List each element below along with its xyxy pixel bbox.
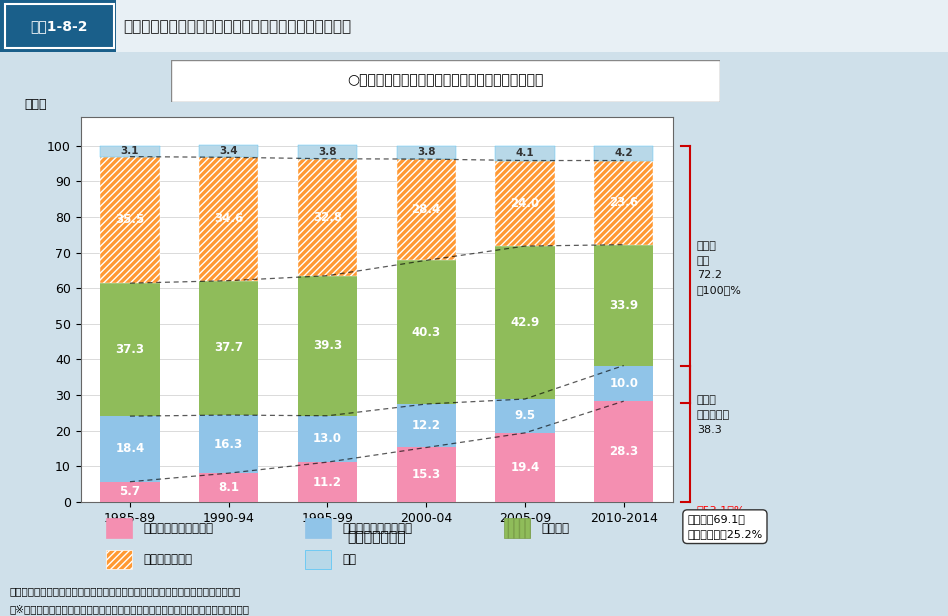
Text: 正規の職69.1％
パート・派遣25.2%: 正規の職69.1％ パート・派遣25.2% xyxy=(687,514,762,539)
Bar xyxy=(199,281,258,415)
Bar xyxy=(100,145,159,156)
Bar xyxy=(396,447,456,502)
Bar xyxy=(594,401,653,502)
Bar xyxy=(199,145,258,157)
Text: （53.1）%: （53.1）% xyxy=(697,505,745,515)
Text: 不詳: 不詳 xyxy=(342,553,356,566)
Text: 3.4: 3.4 xyxy=(219,146,238,156)
Bar xyxy=(396,159,456,261)
Text: 15.3: 15.3 xyxy=(411,468,441,481)
Text: ○約５割の女性が出産・育児により離職している。: ○約５割の女性が出産・育児により離職している。 xyxy=(347,74,544,87)
Text: 39.3: 39.3 xyxy=(313,339,342,352)
Text: （※）: （※） xyxy=(697,525,720,535)
Text: 28.4: 28.4 xyxy=(411,203,441,216)
Text: 妊娠前から無職: 妊娠前から無職 xyxy=(143,553,192,566)
Bar xyxy=(199,473,258,502)
Bar xyxy=(106,549,132,569)
Bar xyxy=(396,261,456,404)
Text: 33.9: 33.9 xyxy=(610,299,638,312)
Text: 出産前
有職
72.2
（100）%: 出産前 有職 72.2 （100）% xyxy=(697,241,741,295)
Text: 3.8: 3.8 xyxy=(319,147,337,157)
Bar xyxy=(106,518,132,538)
Text: 35.5: 35.5 xyxy=(116,213,145,227)
Bar xyxy=(298,159,357,276)
Bar xyxy=(100,482,159,502)
Bar xyxy=(495,161,555,246)
Bar xyxy=(396,404,456,447)
Text: 8.1: 8.1 xyxy=(218,481,239,494)
Bar xyxy=(396,145,456,159)
Bar xyxy=(594,161,653,245)
Bar xyxy=(594,145,653,161)
Bar xyxy=(5,4,114,48)
Text: 40.3: 40.3 xyxy=(411,326,441,339)
Bar xyxy=(100,156,159,283)
Text: 就業継続（育休なし）: 就業継続（育休なし） xyxy=(342,522,412,535)
Text: 37.3: 37.3 xyxy=(116,343,144,356)
Text: 13.0: 13.0 xyxy=(313,432,342,445)
Text: 出産後
継続就業率
38.3: 出産後 継続就業率 38.3 xyxy=(697,395,730,435)
X-axis label: 子どもの出生年: 子どもの出生年 xyxy=(348,530,406,545)
Bar xyxy=(298,276,357,416)
Text: 28.3: 28.3 xyxy=(610,445,638,458)
Text: 資料：国立社会保障・人口問題研究所「第１５回出生動向基本調査（夫婦調査）」: 資料：国立社会保障・人口問題研究所「第１５回出生動向基本調査（夫婦調査）」 xyxy=(9,586,241,596)
Text: 18.4: 18.4 xyxy=(116,442,145,455)
Bar xyxy=(298,145,357,159)
Bar xyxy=(298,462,357,502)
Text: 出産退職: 出産退職 xyxy=(541,522,570,535)
Text: 12.2: 12.2 xyxy=(411,419,441,432)
Text: 32.8: 32.8 xyxy=(313,211,342,224)
Bar xyxy=(594,365,653,401)
Bar xyxy=(100,416,159,482)
Text: （％）: （％） xyxy=(25,99,46,111)
Bar xyxy=(495,433,555,502)
Text: 34.6: 34.6 xyxy=(214,213,244,225)
Text: 4.2: 4.2 xyxy=(614,148,633,158)
Text: 16.3: 16.3 xyxy=(214,437,244,451)
Text: 4.1: 4.1 xyxy=(516,148,535,158)
Text: 19.4: 19.4 xyxy=(510,461,539,474)
Bar xyxy=(199,415,258,473)
Text: 9.5: 9.5 xyxy=(515,410,536,423)
Text: 5.7: 5.7 xyxy=(119,485,140,498)
Text: 42.9: 42.9 xyxy=(510,316,539,329)
Bar xyxy=(305,549,331,569)
Bar xyxy=(594,245,653,365)
Text: 24.0: 24.0 xyxy=(510,197,539,210)
Text: 23.6: 23.6 xyxy=(610,196,638,209)
Text: 3.8: 3.8 xyxy=(417,147,435,157)
Bar xyxy=(100,283,159,416)
Text: 37.7: 37.7 xyxy=(214,341,244,354)
Bar xyxy=(495,399,555,433)
Text: （※）　（　）内は出産前有職者を１００として、出産後の継続就業者の割合を算出: （※） （ ）内は出産前有職者を１００として、出産後の継続就業者の割合を算出 xyxy=(9,604,249,614)
Bar xyxy=(199,157,258,281)
Text: 10.0: 10.0 xyxy=(610,377,638,390)
Bar xyxy=(298,416,357,462)
Bar xyxy=(495,146,555,161)
Bar xyxy=(116,0,948,52)
Text: 第１子出生年別にみた、第１子出産前後の妻の就業変化: 第１子出生年別にみた、第１子出産前後の妻の就業変化 xyxy=(123,18,352,34)
Text: 就業継続（育休利用）: 就業継続（育休利用） xyxy=(143,522,213,535)
Bar xyxy=(495,246,555,399)
Bar xyxy=(305,518,331,538)
Text: 11.2: 11.2 xyxy=(313,476,342,488)
Bar xyxy=(504,518,530,538)
Text: 3.1: 3.1 xyxy=(120,146,139,156)
Text: 図表1-8-2: 図表1-8-2 xyxy=(30,19,87,33)
